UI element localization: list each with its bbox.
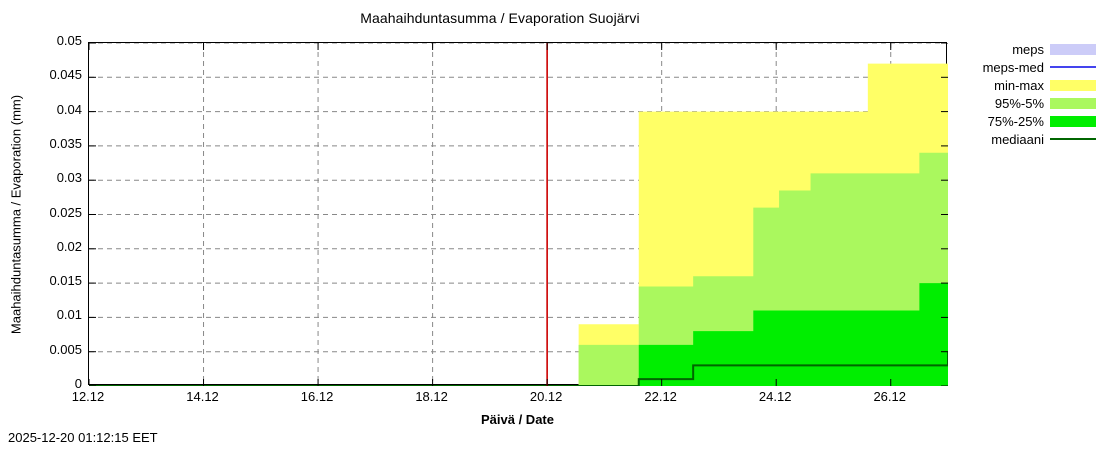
series-line-mediaani: [89, 351, 948, 386]
y-tick-label: 0.025: [49, 204, 82, 220]
plot-canvas: [89, 43, 948, 386]
legend-color-swatch: [1050, 79, 1096, 91]
x-tick-label: 20.12: [529, 389, 563, 404]
generated-timestamp: 2025-12-20 01:12:15 EET: [8, 430, 158, 445]
x-tick-label: 18.12: [415, 389, 448, 404]
legend-line-swatch: [1050, 66, 1096, 68]
legend-item[interactable]: 95%-5%: [956, 94, 1096, 112]
x-tick-label: 26.12: [873, 389, 906, 404]
x-tick-label: 16.12: [300, 389, 334, 404]
y-tick-label: 0.01: [56, 307, 82, 323]
legend-item[interactable]: meps-med: [956, 58, 1096, 76]
y-tick-label: 0.02: [56, 238, 82, 254]
legend-item-label: meps-med: [982, 59, 1044, 75]
legend-item-label: 75%-25%: [987, 113, 1044, 129]
legend-color-swatch: [1050, 43, 1096, 55]
legend-item[interactable]: 75%-25%: [956, 112, 1096, 130]
legend-color-swatch: [1050, 115, 1096, 127]
y-tick-label: 0.005: [49, 341, 82, 357]
x-tick-label: 12.12: [71, 389, 105, 404]
y-tick-label: 0.05: [56, 33, 82, 48]
legend-item-label: mediaani: [991, 131, 1044, 147]
x-axis-label: Päivä / Date: [481, 412, 554, 427]
x-tick-label: 14.12: [186, 389, 219, 404]
legend-item-label: 95%-5%: [994, 95, 1044, 111]
y-tick-label: 0.035: [49, 135, 82, 151]
legend-item-label: meps: [1012, 41, 1044, 57]
y-tick-label: 0.045: [49, 67, 82, 83]
legend-item-label: min-max: [994, 77, 1044, 93]
y-tick-label: 0.03: [56, 170, 82, 186]
y-tick-label: 0: [74, 376, 82, 391]
legend-color-swatch: [1050, 97, 1096, 109]
y-tick-label: 0.04: [56, 101, 82, 117]
x-tick-label: 24.12: [758, 389, 792, 404]
chart-legend: meps meps-med min-max 95%-5% 75%-25% mediaani: [956, 40, 1096, 148]
y-tick-label: 0.015: [49, 273, 82, 289]
chart-title: Maahaihduntasumma / Evaporation Suojärvi: [360, 10, 640, 26]
legend-item[interactable]: min-max: [956, 76, 1096, 94]
plot-area: [88, 42, 948, 386]
legend-item[interactable]: meps: [956, 40, 1096, 58]
legend-item[interactable]: mediaani: [956, 130, 1096, 148]
x-tick-label: 22.12: [644, 389, 677, 404]
y-axis-tick-labels: 0 0.005 0.01 0.015 0.02 0.025 0.03 0.035 0.04 0.0…: [0, 0, 86, 450]
legend-line-swatch: [1050, 138, 1096, 140]
series-band-75-25: [638, 283, 948, 386]
